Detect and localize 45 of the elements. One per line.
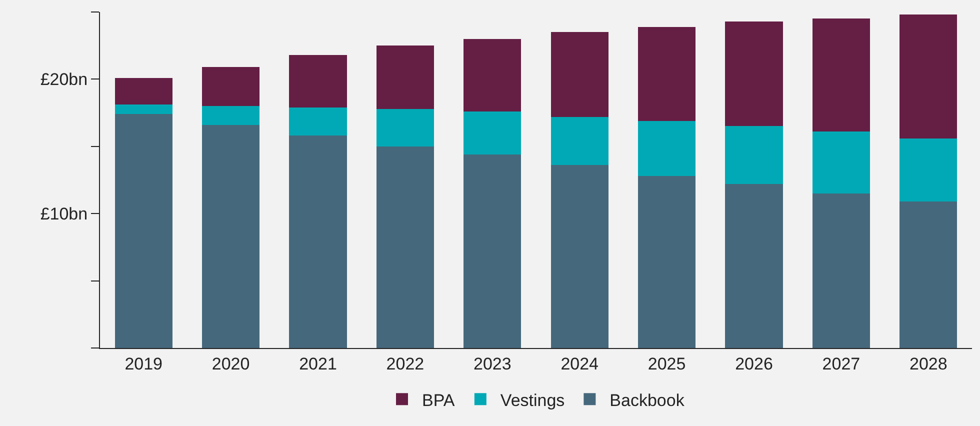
bar bbox=[114, 78, 172, 105]
bar bbox=[464, 111, 522, 154]
bar bbox=[638, 176, 696, 348]
bar bbox=[812, 193, 870, 348]
bar bbox=[114, 114, 172, 348]
bar bbox=[114, 104, 172, 114]
x-tick-label: 2024 bbox=[560, 354, 599, 374]
bar bbox=[464, 38, 522, 112]
bar bbox=[725, 126, 783, 184]
legend-label: BPA bbox=[422, 390, 456, 410]
x-tick-label: 2025 bbox=[648, 354, 686, 374]
legend-label: Backbook bbox=[610, 390, 685, 410]
bar bbox=[289, 136, 347, 348]
bar bbox=[376, 108, 434, 146]
bar bbox=[900, 202, 958, 348]
bar bbox=[376, 46, 434, 109]
x-tick-label: 2027 bbox=[822, 354, 860, 374]
bar bbox=[202, 67, 260, 106]
bar bbox=[638, 120, 696, 176]
bar bbox=[812, 18, 870, 132]
bar bbox=[289, 55, 347, 108]
x-tick-label: 2022 bbox=[386, 354, 424, 374]
bar bbox=[376, 146, 434, 348]
bar bbox=[900, 138, 958, 202]
legend-label: Vestings bbox=[500, 390, 565, 410]
bar bbox=[202, 106, 260, 125]
bar bbox=[550, 116, 608, 166]
bar bbox=[202, 124, 260, 348]
x-tick-label: 2026 bbox=[735, 354, 773, 374]
bar bbox=[725, 21, 783, 126]
y-tick-label: £10bn bbox=[40, 204, 88, 224]
bar bbox=[550, 32, 608, 117]
x-tick-label: 2020 bbox=[212, 354, 250, 374]
bar bbox=[638, 26, 696, 121]
bar bbox=[464, 154, 522, 348]
x-tick-label: 2023 bbox=[473, 354, 512, 374]
bar bbox=[900, 14, 958, 138]
bar bbox=[812, 132, 870, 194]
x-tick-label: 2021 bbox=[299, 354, 337, 374]
bar bbox=[550, 165, 608, 348]
x-tick-label: 2019 bbox=[124, 354, 163, 374]
bar bbox=[725, 184, 783, 348]
x-tick-label: 2028 bbox=[909, 354, 948, 374]
bar bbox=[289, 107, 347, 136]
y-tick-label: £20bn bbox=[40, 70, 88, 90]
